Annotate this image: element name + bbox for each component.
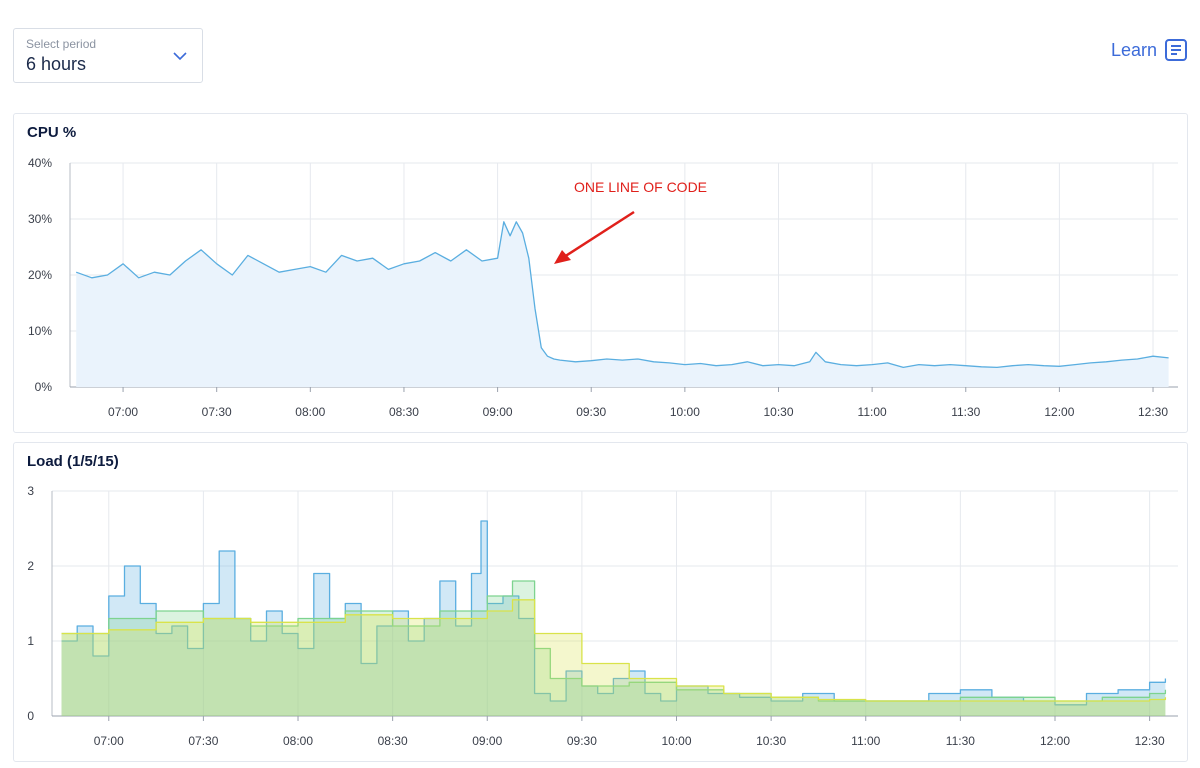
y-tick-label: 30% bbox=[28, 212, 52, 226]
x-tick-label: 07:00 bbox=[94, 734, 124, 748]
x-tick-label: 11:00 bbox=[858, 405, 887, 419]
x-tick-label: 10:00 bbox=[670, 405, 700, 419]
series-area-2 bbox=[61, 581, 1166, 716]
chevron-down-icon bbox=[173, 52, 187, 61]
y-tick-label: 0 bbox=[27, 709, 34, 723]
x-tick-label: 08:30 bbox=[389, 405, 419, 419]
x-tick-label: 10:30 bbox=[756, 734, 786, 748]
y-tick-label: 20% bbox=[28, 268, 52, 282]
x-tick-label: 08:00 bbox=[283, 734, 313, 748]
learn-link[interactable]: Learn bbox=[1111, 39, 1187, 61]
x-tick-label: 11:30 bbox=[946, 734, 975, 748]
series-line-3 bbox=[61, 599, 1167, 702]
period-select-value: 6 hours bbox=[26, 54, 87, 74]
cpu-chart: 0% 10% 20% 30% 40% 07:00 07:30 08:00 08:30 09:00 0… bbox=[28, 156, 1178, 419]
load-chart-panel: Load (1/5/15) 0 1 2 3 07:00 07:30 08:00 08:30 09… bbox=[13, 442, 1188, 762]
document-icon bbox=[1165, 39, 1187, 61]
load-chart: 0 1 2 3 07:00 07:30 08:00 08:30 09:00 09:30 10:00 1… bbox=[27, 484, 1178, 748]
series-line-2 bbox=[61, 580, 1167, 702]
x-tick-label: 12:00 bbox=[1044, 405, 1074, 419]
x-tick-label: 09:00 bbox=[483, 405, 513, 419]
series-line-1 bbox=[75, 221, 1169, 369]
annotation-arrow-shaft bbox=[563, 210, 635, 259]
x-tick-label: 12:00 bbox=[1040, 734, 1070, 748]
x-tick-label: 08:30 bbox=[378, 734, 408, 748]
annotation-arrow-head bbox=[554, 250, 571, 264]
x-tick-label: 08:00 bbox=[295, 405, 325, 419]
y-tick-label: 3 bbox=[27, 484, 34, 498]
annotation-label: ONE LINE OF CODE bbox=[574, 179, 707, 195]
x-tick-label: 12:30 bbox=[1135, 734, 1165, 748]
load-chart-title: Load (1/5/15) bbox=[27, 453, 119, 470]
y-tick-label: 10% bbox=[28, 324, 52, 338]
series-area-3 bbox=[61, 599, 1166, 716]
series-area-1 bbox=[61, 521, 1166, 716]
x-tick-label: 09:00 bbox=[472, 734, 502, 748]
y-tick-label: 2 bbox=[27, 559, 34, 573]
x-tick-label: 10:00 bbox=[661, 734, 691, 748]
y-tick-label: 1 bbox=[27, 634, 34, 648]
period-select[interactable]: Select period 6 hours bbox=[13, 28, 203, 83]
x-tick-label: 10:30 bbox=[763, 405, 793, 419]
series-area-1 bbox=[76, 221, 1169, 387]
y-tick-label: 0% bbox=[35, 380, 53, 394]
x-tick-label: 11:30 bbox=[951, 405, 980, 419]
x-tick-label: 07:00 bbox=[108, 405, 138, 419]
x-tick-label: 11:00 bbox=[851, 734, 880, 748]
x-tick-label: 07:30 bbox=[188, 734, 218, 748]
x-tick-label: 12:30 bbox=[1138, 405, 1168, 419]
cpu-chart-panel: CPU % 0% 10% 20% 30% 40% 07:00 07:30 08:00 08:30… bbox=[13, 113, 1188, 433]
x-tick-label: 09:30 bbox=[567, 734, 597, 748]
period-select-label: Select period bbox=[26, 37, 97, 51]
x-tick-label: 07:30 bbox=[202, 405, 232, 419]
x-tick-label: 09:30 bbox=[576, 405, 606, 419]
learn-link-label: Learn bbox=[1110, 39, 1157, 60]
cpu-chart-title: CPU % bbox=[27, 124, 77, 141]
y-tick-label: 40% bbox=[28, 156, 52, 170]
